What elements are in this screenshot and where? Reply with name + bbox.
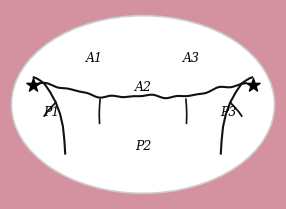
Text: A2: A2 — [134, 81, 152, 94]
Point — [251, 83, 255, 86]
Point — [31, 83, 35, 86]
Ellipse shape — [11, 16, 275, 193]
Text: P3: P3 — [221, 106, 237, 119]
Text: P2: P2 — [135, 140, 151, 153]
Text: A3: A3 — [183, 52, 200, 65]
Text: P1: P1 — [43, 106, 60, 119]
Text: A1: A1 — [86, 52, 103, 65]
